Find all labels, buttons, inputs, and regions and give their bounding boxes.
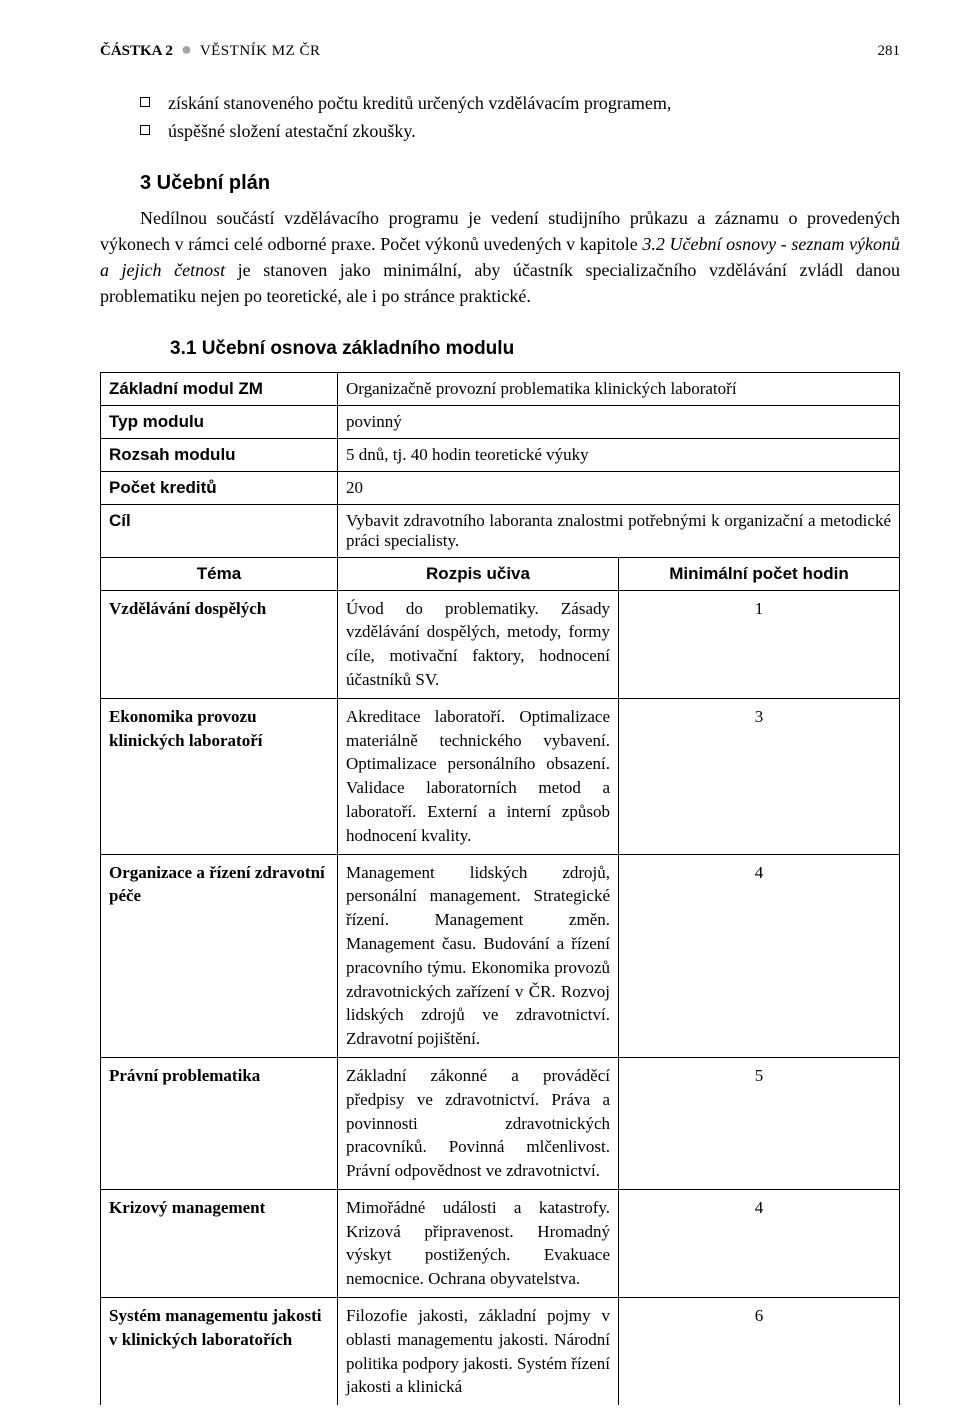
row-label: Typ modulu bbox=[101, 405, 338, 438]
header-dot: ● bbox=[181, 40, 192, 58]
topic-label: Vzdělávání dospělých bbox=[101, 590, 338, 698]
table-row: Typ modulu povinný bbox=[101, 405, 900, 438]
table-header-row: Téma Rozpis učiva Minimální počet hodin bbox=[101, 557, 900, 590]
topic-text: Filozofie jakosti, základní pojmy v obla… bbox=[338, 1298, 619, 1406]
row-label: Počet kreditů bbox=[101, 471, 338, 504]
table-row: Rozsah modulu 5 dnů, tj. 40 hodin teoret… bbox=[101, 438, 900, 471]
topic-text: Akreditace laboratoří. Optimalizace mate… bbox=[338, 698, 619, 854]
table-row: Cíl Vybavit zdravotního laboranta znalos… bbox=[101, 504, 900, 557]
row-value: Vybavit zdravotního laboranta znalostmi … bbox=[338, 504, 900, 557]
row-value: 5 dnů, tj. 40 hodin teoretické výuky bbox=[338, 438, 900, 471]
topic-text: Základní zákonné a prováděcí předpisy ve… bbox=[338, 1057, 619, 1189]
topic-label: Organizace a řízení zdravotní péče bbox=[101, 854, 338, 1057]
topic-text: Management lidských zdrojů, personální m… bbox=[338, 854, 619, 1057]
page-content: ČÁSTKA 2 ● VĚSTNÍK MZ ČR 281 získání sta… bbox=[0, 0, 960, 1405]
bullet-item: získání stanoveného počtu kreditů určený… bbox=[140, 90, 900, 116]
col-tema: Téma bbox=[101, 557, 338, 590]
section-3-heading: 3 Učební plán bbox=[140, 172, 900, 195]
header-left: ČÁSTKA 2 ● VĚSTNÍK MZ ČR bbox=[100, 40, 320, 60]
bullet-list: získání stanoveného počtu kreditů určený… bbox=[140, 90, 900, 144]
topic-label: Ekonomika provozu klinických laboratoří bbox=[101, 698, 338, 854]
castka-label: ČÁSTKA 2 bbox=[100, 43, 173, 60]
topic-label: Systém managementu jakosti v klinických … bbox=[101, 1298, 338, 1406]
row-label: Cíl bbox=[101, 504, 338, 557]
topic-row: Ekonomika provozu klinických laboratoří … bbox=[101, 698, 900, 854]
row-value: povinný bbox=[338, 405, 900, 438]
topic-text: Úvod do problematiky. Zásady vzdělávání … bbox=[338, 590, 619, 698]
topic-label: Krizový management bbox=[101, 1189, 338, 1297]
col-hours: Minimální počet hodin bbox=[619, 557, 900, 590]
topic-hours: 4 bbox=[619, 854, 900, 1057]
bullet-item: úspěšné složení atestační zkoušky. bbox=[140, 118, 900, 144]
table-row: Počet kreditů 20 bbox=[101, 471, 900, 504]
curriculum-table: Základní modul ZM Organizačně provozní p… bbox=[100, 372, 900, 1406]
section-3-1-heading: 3.1 Učební osnova základního modulu bbox=[170, 338, 900, 360]
topic-text: Mimořádné události a katastrofy. Krizová… bbox=[338, 1189, 619, 1297]
topic-row: Systém managementu jakosti v klinických … bbox=[101, 1298, 900, 1406]
page-number: 281 bbox=[878, 43, 901, 60]
topic-hours: 6 bbox=[619, 1298, 900, 1406]
col-rozpis: Rozpis učiva bbox=[338, 557, 619, 590]
section-3-paragraph: Nedílnou součástí vzdělávacího programu … bbox=[100, 205, 900, 309]
topic-row: Právní problematika Základní zákonné a p… bbox=[101, 1057, 900, 1189]
table-row: Základní modul ZM Organizačně provozní p… bbox=[101, 372, 900, 405]
topic-row: Vzdělávání dospělých Úvod do problematik… bbox=[101, 590, 900, 698]
topic-hours: 3 bbox=[619, 698, 900, 854]
page-header: ČÁSTKA 2 ● VĚSTNÍK MZ ČR 281 bbox=[100, 40, 900, 60]
header-center: VĚSTNÍK MZ ČR bbox=[200, 43, 321, 60]
topic-hours: 1 bbox=[619, 590, 900, 698]
topic-row: Krizový management Mimořádné události a … bbox=[101, 1189, 900, 1297]
topic-hours: 5 bbox=[619, 1057, 900, 1189]
row-label: Rozsah modulu bbox=[101, 438, 338, 471]
topic-label: Právní problematika bbox=[101, 1057, 338, 1189]
topic-hours: 4 bbox=[619, 1189, 900, 1297]
row-label: Základní modul ZM bbox=[101, 372, 338, 405]
row-value: Organizačně provozní problematika klinic… bbox=[338, 372, 900, 405]
topic-row: Organizace a řízení zdravotní péče Manag… bbox=[101, 854, 900, 1057]
row-value: 20 bbox=[338, 471, 900, 504]
